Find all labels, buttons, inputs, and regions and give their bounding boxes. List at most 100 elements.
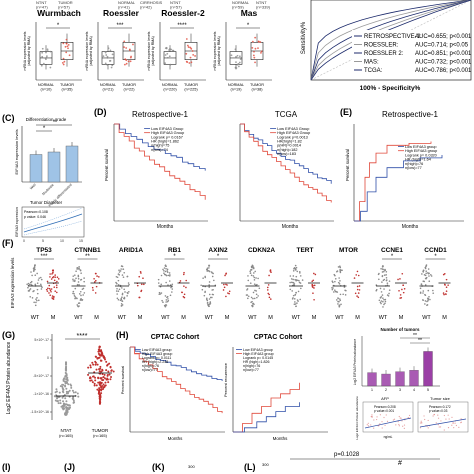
m-point [356,288,359,291]
tumor-point [100,370,103,373]
wt-point [35,301,37,304]
data-point [189,56,192,59]
km-stat: n(low)=77 [243,368,259,372]
wt-point [117,298,120,301]
m-point [267,284,270,286]
tumor-point [96,363,99,366]
sig-label: * [57,23,60,29]
wt-point [83,277,85,279]
afp-fit [364,417,412,429]
wt-point [336,270,339,272]
m-label: M [355,315,360,321]
wt-point [338,283,341,285]
d-xlabel1: Months [157,224,174,230]
wt-point [252,266,255,269]
x-tumor-n: (n=35) [61,88,73,92]
wt-point [251,300,253,303]
km-legend-low: Low EIF4A3 Group [151,127,183,131]
wt-point [382,268,384,271]
wt-point [381,271,384,273]
panel-g: (G) Log2 EIF4A3 Protein abundance 5×10^-… [2,330,115,438]
wt-point [81,288,84,290]
wt-point [296,270,299,273]
panel-label-d: (D) [94,107,107,117]
wt-point [252,297,254,300]
h-size-pval: p value=0.03 [429,409,448,413]
wt-point [164,295,167,297]
c-category: Well [29,183,37,191]
c-xtick: 15 [79,239,83,243]
m-point [54,276,56,279]
size-point [451,424,453,426]
ntat-point [61,390,64,393]
afp-point [373,427,375,429]
m-point [140,272,142,274]
wt-point [383,303,385,306]
tumor-point [100,377,103,380]
tumor-point [97,389,100,392]
ntat-point [62,407,65,410]
wt-point [335,299,338,301]
wt-point [36,282,39,284]
wt-point [428,275,430,277]
d-xlabel2: Months [282,224,299,230]
ntat-point [64,385,67,388]
m-point [227,292,229,294]
ntat-point [63,402,66,405]
wt-point [257,295,259,297]
wt-point [251,305,254,308]
wt-point [383,270,385,273]
wt-point [121,300,123,302]
data-point [46,48,49,51]
data-point [41,55,44,58]
m-point [53,295,55,298]
wt-point [165,274,168,277]
m-point [445,290,448,292]
wt-point [339,298,341,300]
m-point [53,279,56,282]
wt-point [383,298,385,301]
afp-point [367,422,369,424]
wt-point [206,269,208,271]
gene-name: CCNE1 [381,247,403,254]
wt-point [211,293,214,296]
tumor-point [91,361,94,364]
wt-point [128,283,130,286]
wt-point [294,294,297,296]
wt-point [337,266,340,268]
tumor-point [96,388,99,391]
wt-point [295,266,298,269]
m-point [51,295,54,297]
x-tumor: TUMOR [60,83,74,87]
wt-point [166,295,169,298]
m-point [443,293,445,296]
data-point [190,61,193,64]
wt-point [78,283,80,286]
wt-point [292,281,294,284]
size-point [453,427,455,429]
wt-point [334,274,336,277]
gene-sig: ** [85,254,90,260]
wt-point [158,293,161,296]
wt-point [337,303,339,305]
ntat-point [65,392,68,395]
data-point [130,55,132,58]
boxplot-ylabel2: (adjusted by RMA) [217,36,221,66]
c-category: Moderate [41,183,54,196]
wt-point [339,299,342,302]
legend-name: RETROSPECTIVE-1: [364,34,422,40]
wt-point [33,301,35,304]
gene-cdkn2a: CDKN2A WT M [245,247,277,321]
data-point [46,50,49,52]
wt-point [117,279,120,282]
data-point [186,44,189,47]
wt-point [73,280,76,283]
legend-name: ROESSLER 2: [364,51,404,57]
hdr-g6: NORMAL [232,0,250,5]
m-point [402,284,404,286]
e-ylabel: Percent survival [345,149,350,181]
m-point [54,274,56,276]
wt-point [428,280,431,282]
